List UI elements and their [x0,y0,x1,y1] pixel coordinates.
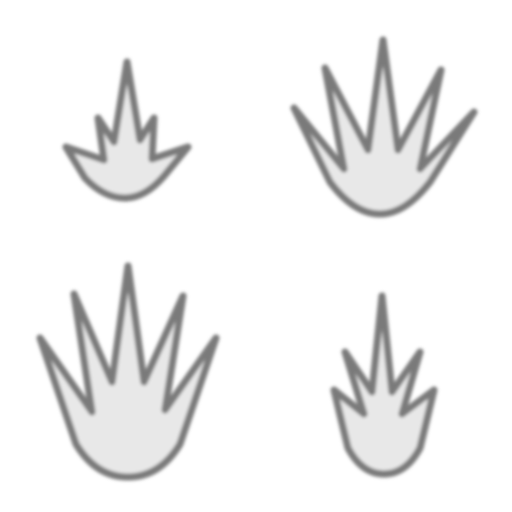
flame-small-icon [62,58,192,202]
flame-wide-icon [290,36,478,218]
flame-tall-icon [36,262,220,481]
flame-narrow-icon [330,292,438,478]
